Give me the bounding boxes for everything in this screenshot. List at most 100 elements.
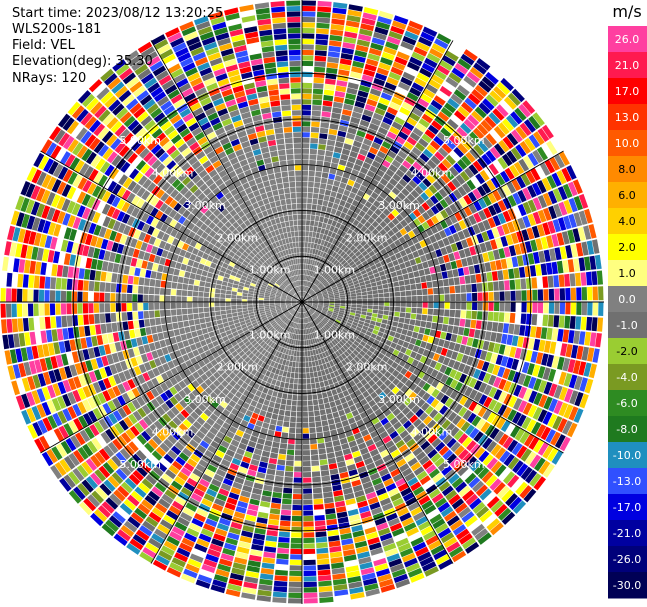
velocity-gate (471, 255, 479, 265)
velocity-gate (587, 286, 593, 301)
velocity-gate (413, 367, 421, 376)
velocity-gate (523, 388, 533, 401)
velocity-gate (441, 324, 448, 332)
velocity-gate (496, 417, 507, 430)
velocity-gate (315, 349, 319, 355)
velocity-gate (243, 329, 250, 335)
velocity-gate (371, 360, 379, 368)
velocity-gate (131, 399, 141, 410)
velocity-gate (451, 550, 467, 563)
velocity-gate (295, 444, 302, 450)
velocity-gate (404, 206, 413, 215)
velocity-gate (516, 414, 527, 427)
velocity-gate (286, 332, 291, 338)
velocity-gate (103, 377, 112, 389)
velocity-gate (504, 291, 511, 301)
velocity-gate (200, 528, 214, 538)
velocity-gate (323, 296, 329, 299)
velocity-gate (127, 379, 136, 389)
velocity-gate (389, 145, 400, 155)
velocity-gate (120, 481, 133, 494)
velocity-gate (72, 279, 78, 291)
velocity-gate (360, 510, 372, 519)
velocity-gate (332, 152, 341, 159)
velocity-gate (299, 351, 302, 357)
velocity-gate (309, 309, 314, 314)
velocity-gate (309, 282, 313, 288)
velocity-gate (145, 542, 160, 554)
velocity-gate (317, 0, 332, 7)
velocity-gate (311, 454, 319, 461)
velocity-gate (421, 202, 430, 211)
velocity-gate (396, 381, 405, 390)
velocity-gate (527, 213, 537, 226)
velocity-gate (394, 239, 402, 247)
velocity-gate (327, 452, 335, 459)
velocity-gate (220, 459, 231, 468)
velocity-gate (463, 75, 477, 88)
velocity-gate (264, 302, 270, 304)
velocity-gate (495, 447, 506, 460)
velocity-gate (498, 378, 507, 390)
velocity-gate (190, 492, 203, 503)
velocity-gate (198, 312, 205, 319)
velocity-gate (285, 325, 290, 331)
velocity-gate (410, 351, 417, 359)
velocity-gate (345, 93, 357, 101)
velocity-gate (375, 216, 383, 224)
velocity-gate (314, 515, 325, 521)
velocity-gate (302, 395, 308, 401)
velocity-gate (410, 461, 422, 472)
velocity-gate (236, 371, 244, 379)
velocity-gate (547, 368, 557, 382)
velocity-gate (401, 268, 408, 275)
velocity-gate (44, 316, 51, 329)
velocity-gate (486, 229, 495, 240)
velocity-gate (261, 404, 269, 412)
velocity-gate (94, 313, 100, 324)
velocity-gate (450, 260, 458, 270)
velocity-gate (264, 479, 274, 486)
velocity-gate (353, 182, 361, 190)
velocity-gate (367, 239, 374, 247)
velocity-gate (404, 370, 413, 379)
velocity-gate (273, 324, 279, 329)
velocity-gate (367, 425, 376, 434)
velocity-gate (333, 2, 348, 9)
velocity-gate (321, 264, 326, 270)
velocity-gate (329, 327, 335, 333)
velocity-gate (255, 402, 263, 410)
velocity-gate (438, 558, 453, 570)
velocity-gate (338, 63, 351, 71)
velocity-gate (375, 224, 383, 232)
velocity-gate (321, 327, 326, 333)
velocity-gate (502, 323, 510, 334)
velocity-gate (468, 203, 478, 214)
velocity-gate (291, 532, 302, 538)
velocity-gate (461, 258, 468, 267)
velocity-gate (187, 302, 193, 308)
velocity-gate (347, 9, 362, 17)
velocity-gate (356, 222, 364, 230)
velocity-gate (477, 339, 485, 350)
velocity-gate (320, 328, 325, 334)
velocity-gate (366, 312, 373, 317)
velocity-gate (327, 51, 340, 58)
velocity-gate (33, 275, 40, 289)
velocity-gate (332, 101, 343, 109)
velocity-gate (363, 7, 379, 16)
velocity-gate (297, 329, 300, 335)
velocity-gate (266, 530, 278, 537)
velocity-gate (328, 173, 336, 180)
velocity-gate (324, 436, 332, 443)
velocity-gate (486, 272, 493, 282)
velocity-gate (408, 272, 415, 279)
velocity-gate (355, 177, 364, 185)
velocity-gate (42, 343, 50, 357)
velocity-gate (179, 327, 186, 335)
velocity-gate (533, 131, 545, 146)
velocity-gate (159, 288, 166, 295)
velocity-gate (335, 422, 343, 429)
velocity-gate (286, 303, 292, 305)
velocity-gate (408, 221, 417, 230)
